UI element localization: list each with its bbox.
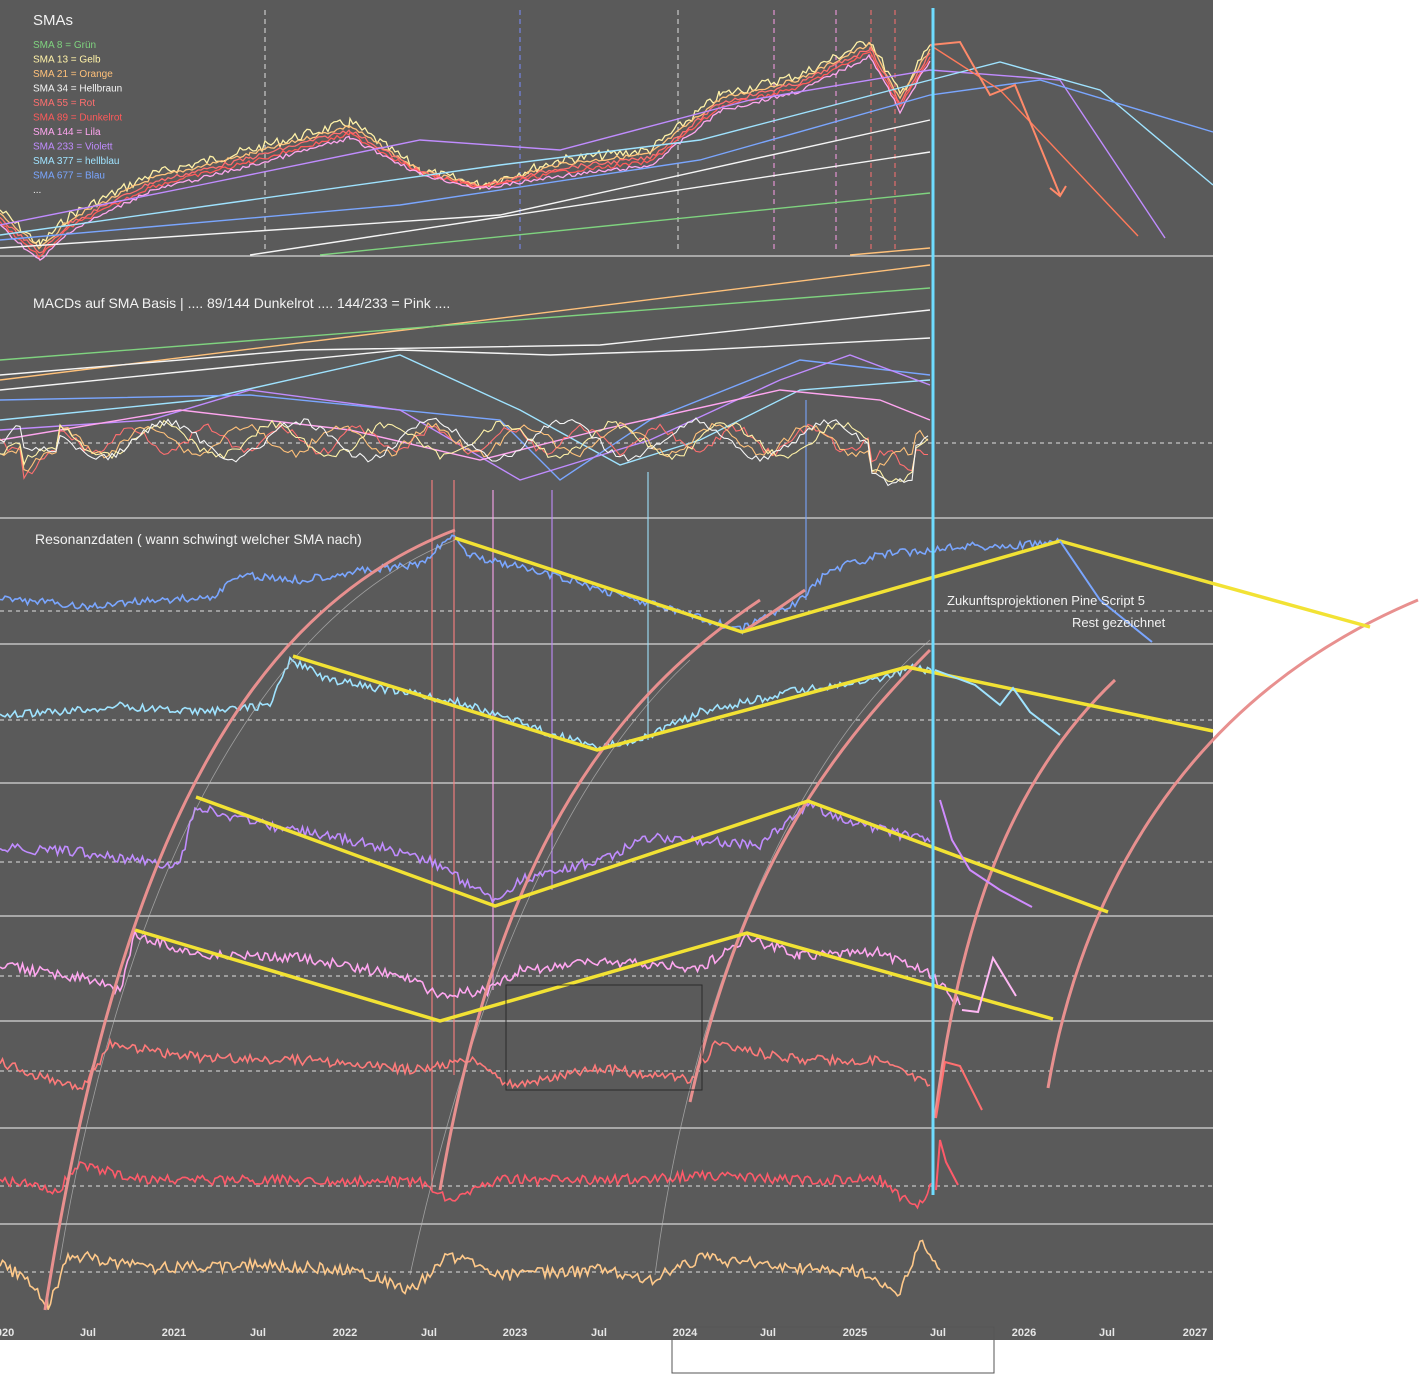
x-tick-label: 2020 [0,1327,14,1339]
sma-series-line [0,41,931,250]
legend-entry: SMA 144 = Lila [33,127,101,138]
legend-entry: SMA 377 = hellblau [33,156,119,167]
sma-legend: SMA 8 = Grün SMA 13 = Gelb SMA 21 = Orange… [33,40,122,196]
x-tick-label: 2027 [1183,1327,1207,1339]
sma-series-line [0,53,931,262]
macd-line [0,264,931,381]
sma-slow-line [0,69,1166,239]
x-tick-label: Jul [1099,1327,1115,1339]
sma-series-line [0,40,931,247]
projection-row-4 [134,928,1054,1023]
x-tick-label: Jul [591,1327,607,1339]
sma-slow-line [849,247,931,256]
projection-row-2 [292,654,1214,752]
annotation-box-2 [671,1326,995,1374]
x-tick-label: Jul [760,1327,776,1339]
resonance-series-line [0,929,961,1006]
x-tick-label: 2022 [333,1327,357,1339]
x-tick-label: Jul [80,1327,96,1339]
sma-slow-line [249,151,931,256]
projection-row-1 [454,536,1371,634]
resonance-series-line [0,1239,941,1311]
sma-series-line [0,50,931,260]
resonance-panel-title: Resonanzdaten ( wann schwingt welcher SM… [35,531,362,547]
macd-line [0,359,931,481]
legend-entry: SMA 55 = Rot [33,98,95,109]
legend-entry: SMA 8 = Grün [33,40,96,51]
x-tick-label: Jul [250,1327,266,1339]
macd-oscillator-line [0,421,929,473]
x-tick-label: 2021 [162,1327,186,1339]
annotation-box-1 [505,984,703,1091]
resonance-series-line [0,1161,934,1210]
series-layer [0,40,1214,1311]
panel-separators [0,255,1213,1225]
sma-slow-line [0,119,931,249]
macd-line [0,309,931,376]
resonance-series-line [0,534,1061,636]
projection-lines [134,536,1371,1023]
chart-background [0,0,1213,1340]
legend-entry: ... [33,185,41,196]
legend-entry: SMA 677 = Blau [33,171,105,182]
x-tick-label: 2024 [673,1327,698,1339]
future-paths [929,40,1153,1191]
macd-line [0,287,931,361]
legend-entry: SMA 34 = Hellbraun [33,84,122,95]
macd-line [0,337,931,391]
x-tick-label: 2023 [503,1327,527,1339]
sma-slow-line [0,79,1214,241]
baselines [0,442,1213,1273]
macd-panel-title: MACDs auf SMA Basis | .... 89/144 Dunkel… [33,295,450,311]
legend-entry: SMA 13 = Gelb [33,55,101,66]
sma-panel-title: SMAs [33,12,73,29]
legend-entry: SMA 21 = Orange [33,69,113,80]
x-axis: 2020 Jul 2021 Jul 2022 Jul 2023 Jul 2024 Jul 2025 J… [0,1327,1207,1339]
legend-entry: SMA 233 = Violett [33,142,113,153]
legend-entry: SMA 89 = Dunkelrot [33,113,122,124]
sma-slow-line [0,61,1214,236]
x-tick-label: Jul [930,1327,946,1339]
resonance-series-line [0,655,936,751]
resonance-series-line [0,800,931,905]
x-tick-label: 2026 [1012,1327,1036,1339]
projection-annotation-line2: Rest gezeichnet [1072,615,1166,630]
projection-annotation-line1: Zukunftsprojektionen Pine Script 5 [947,593,1145,608]
projection-row-3 [195,795,1109,914]
resonance-arcs [43,528,1419,1311]
macd-line [0,389,931,461]
macd-oscillator-line [0,417,929,487]
x-tick-label: 2025 [843,1327,867,1339]
x-tick-label: Jul [421,1327,437,1339]
guide-lines [59,539,931,1276]
sma-slow-line [319,192,931,256]
